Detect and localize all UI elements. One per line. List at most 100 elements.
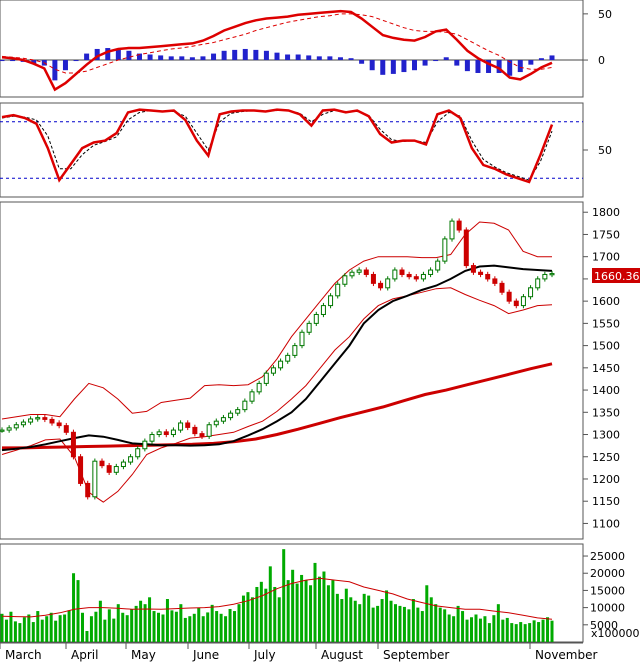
volume-bar — [224, 616, 228, 642]
volume-bar — [121, 612, 125, 642]
tick-label: 1350 — [592, 406, 620, 419]
stochastic-reference-lines — [0, 121, 583, 179]
volume-bar — [443, 609, 447, 642]
volume-bar — [49, 612, 53, 642]
macd-histogram-bar — [390, 60, 396, 74]
price-candle — [278, 360, 284, 369]
volume-bar — [54, 620, 58, 642]
volume-bar — [250, 597, 254, 642]
macd-histogram-bar — [94, 48, 100, 61]
current-price-tag: 1660.360 — [592, 268, 640, 283]
tick-label: 1100 — [592, 517, 620, 530]
macd-histogram-bar — [263, 50, 269, 61]
volume-bar — [510, 623, 514, 642]
price-candle — [128, 456, 134, 463]
price-candle — [320, 305, 326, 315]
volume-bar — [45, 616, 49, 642]
volume-bar — [550, 620, 554, 642]
volume-panel: 25000 20000 15000 10000 5000 x100000 — [0, 543, 640, 643]
macd-histogram-bar — [422, 60, 428, 66]
price-candle — [6, 427, 12, 431]
volume-bar — [116, 604, 120, 642]
price-candle — [306, 322, 312, 333]
volume-bar — [40, 619, 44, 642]
volume-bar — [161, 614, 165, 642]
macd-signal-line — [1, 13, 553, 74]
volume-bar — [228, 608, 232, 642]
price-candle — [335, 283, 341, 297]
price-candle — [78, 456, 84, 484]
price-candle — [535, 278, 541, 289]
volume-bar — [322, 571, 326, 642]
macd-lines — [1, 9, 553, 92]
volume-bar — [300, 574, 304, 642]
macd-histogram-bar — [295, 54, 301, 61]
volume-bar — [514, 624, 518, 642]
price-candle — [399, 269, 405, 275]
price-candle — [506, 291, 512, 302]
price-candle — [213, 420, 219, 426]
volume-bar — [407, 609, 411, 642]
price-candle — [420, 273, 426, 280]
volume-bar — [152, 611, 156, 642]
price-candle — [249, 391, 255, 402]
volume-bar — [22, 617, 26, 642]
volume-bar — [411, 599, 415, 642]
price-candle — [463, 229, 469, 267]
price-candle — [356, 269, 362, 273]
price-candle — [170, 429, 176, 436]
month-label: September — [383, 648, 449, 662]
tick-label: 1250 — [592, 451, 620, 464]
volume-bar — [304, 580, 308, 642]
stochastic-lines — [1, 108, 554, 184]
price-candle — [442, 238, 448, 262]
macd-histogram — [0, 48, 583, 81]
current-price-label: 1660.360 — [594, 270, 640, 283]
volume-bar — [112, 618, 116, 642]
volume-bar — [157, 612, 161, 642]
volume-bar — [528, 623, 532, 642]
volume-bar — [353, 600, 357, 642]
volume-bar — [241, 595, 245, 642]
volume-bar — [487, 623, 491, 642]
volume-bar — [0, 613, 4, 642]
price-candle — [49, 418, 55, 424]
volume-bar — [402, 606, 406, 642]
volume-bar — [523, 624, 527, 642]
volume-bar — [389, 600, 393, 642]
volume-bar — [420, 611, 424, 642]
macd-histogram-bar — [528, 60, 534, 65]
volume-bar — [291, 569, 295, 642]
price-candle — [70, 431, 76, 458]
volume-bar — [367, 595, 371, 642]
volume-bar — [429, 597, 433, 642]
price-candle — [85, 482, 91, 498]
price-candle — [520, 296, 526, 307]
volume-bar — [277, 597, 281, 642]
price-candle — [428, 269, 434, 275]
macd-histogram-bar — [369, 60, 375, 71]
volume-bar — [344, 588, 348, 642]
volume-bar — [18, 623, 22, 642]
volume-bar — [326, 585, 330, 642]
macd-panel: 50 0 — [0, 0, 612, 98]
volume-bar — [501, 619, 505, 642]
price-candle — [99, 460, 105, 467]
volume-bar — [483, 616, 487, 642]
tick-label: 1200 — [592, 473, 620, 486]
month-label: March — [5, 648, 42, 662]
macd-histogram-bar — [137, 53, 142, 61]
price-candle — [328, 295, 334, 307]
tick-label: 50 — [598, 144, 612, 157]
macd-histogram-bar — [348, 58, 354, 61]
price-candle — [528, 287, 534, 298]
volume-bar — [492, 615, 496, 642]
price-candle — [435, 260, 441, 271]
macd-histogram-bar — [115, 48, 121, 61]
price-candle — [42, 417, 48, 420]
tick-label: 15000 — [590, 584, 625, 597]
macd-histogram-bar — [337, 57, 343, 61]
volume-bar — [496, 604, 500, 642]
macd-histogram-bar — [242, 48, 248, 61]
price-panel: 1800175017001650160015501500145014001350… — [0, 201, 640, 540]
